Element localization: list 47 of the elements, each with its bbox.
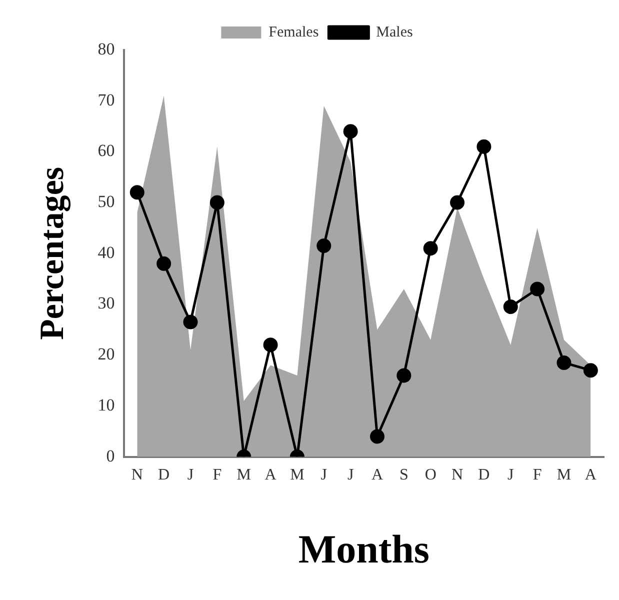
point xyxy=(450,195,465,210)
x-axis-title: Months xyxy=(298,526,430,572)
y-tick-label: 80 xyxy=(98,39,115,58)
y-tick-label: 10 xyxy=(98,395,115,414)
point xyxy=(130,185,144,200)
x-tick-label: J xyxy=(187,466,194,484)
x-tick-label: M xyxy=(290,466,304,484)
legend-label: Females xyxy=(268,24,319,40)
point xyxy=(343,124,358,139)
point xyxy=(183,314,198,330)
point xyxy=(263,338,278,352)
x-tick-label: D xyxy=(158,466,170,484)
x-tick-label: D xyxy=(478,466,490,484)
x-tick-label: F xyxy=(212,466,222,484)
x-tick-label: N xyxy=(131,466,144,484)
y-tick-label: 50 xyxy=(98,192,115,212)
x-tick-label: M xyxy=(236,466,251,484)
x-tick-label: A xyxy=(264,466,277,484)
x-tick-label: A xyxy=(371,466,384,484)
y-axis-title: Percentages xyxy=(34,166,72,340)
x-tick-label: J xyxy=(320,466,327,484)
y-tick-label: 0 xyxy=(106,446,115,466)
y-tick-label: 20 xyxy=(98,344,115,364)
point xyxy=(503,300,518,314)
legend-label: Males xyxy=(376,24,413,40)
y-tick-label: 60 xyxy=(98,141,115,160)
x-tick-label: S xyxy=(399,466,408,484)
point xyxy=(156,256,172,271)
point xyxy=(583,363,598,378)
x-tick-label: M xyxy=(556,466,572,484)
point xyxy=(476,139,492,154)
point xyxy=(396,368,412,383)
point xyxy=(316,238,332,254)
point xyxy=(423,241,438,256)
y-tick-label: 70 xyxy=(98,90,115,110)
x-tick-label: J xyxy=(347,466,354,484)
x-tick-label: A xyxy=(584,466,597,484)
point xyxy=(556,355,572,370)
y-tick-label: 40 xyxy=(98,242,115,262)
y-tick-label: 30 xyxy=(98,294,115,313)
x-tick-label: J xyxy=(508,466,514,484)
x-tick-label: O xyxy=(424,466,436,484)
point xyxy=(370,429,384,444)
x-tick-label: N xyxy=(451,466,464,484)
point xyxy=(210,195,224,210)
point xyxy=(530,282,545,296)
x-tick-label: F xyxy=(532,466,542,484)
